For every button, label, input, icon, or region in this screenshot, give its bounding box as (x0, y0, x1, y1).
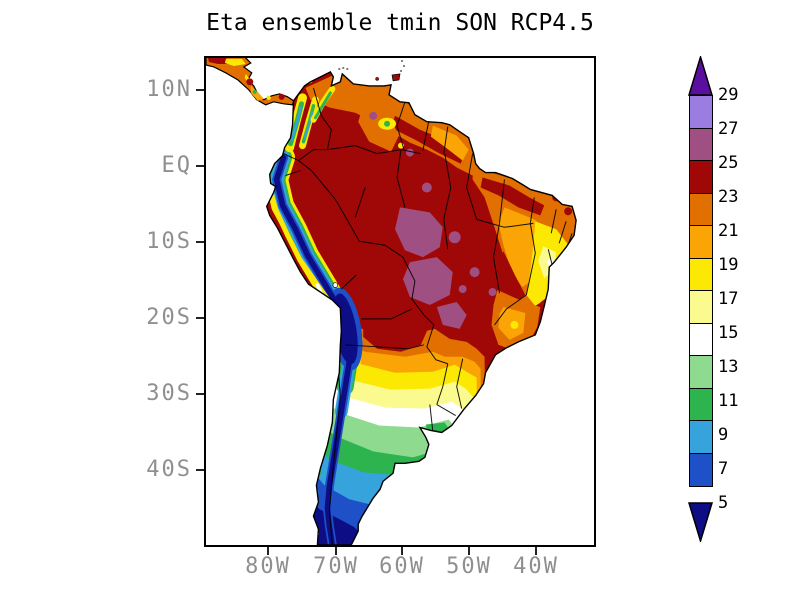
colorbar-tick-label: 29 (718, 85, 739, 105)
colorbar-arrow-below-min (688, 502, 713, 542)
lat-label-20s: 20S (146, 305, 192, 330)
colorbar-segment (689, 257, 713, 292)
lat-label-30s: 30S (146, 381, 192, 406)
colorbar-tick-label: 25 (718, 153, 739, 173)
lat-label-40s: 40S (146, 457, 192, 482)
lat-tick-40s (196, 469, 204, 471)
colorbar-segment (689, 322, 713, 357)
lat-tick-10s (196, 241, 204, 243)
colorbar-segment (689, 160, 713, 194)
colorbar-tick-label: 17 (718, 289, 739, 309)
lon-tick-80w (267, 547, 269, 555)
mauve-25-27-patches (369, 111, 497, 329)
lon-label-50w: 50W (446, 554, 492, 579)
lon-tick-40w (535, 547, 537, 555)
coastline (265, 71, 577, 545)
lat-tick-20s (196, 317, 204, 319)
lat-tick-30s (196, 393, 204, 395)
central-america (206, 58, 295, 106)
colorbar-segment (689, 95, 713, 129)
lat-label-eq: EQ (161, 153, 192, 178)
south-america-tmin-map (206, 58, 577, 545)
colorbar-tick-label: 23 (718, 187, 739, 207)
lat-label-10n: 10N (146, 77, 192, 102)
colorbar-tick-label: 11 (718, 391, 739, 411)
colorbar-tick-label: 15 (718, 323, 739, 343)
lon-label-70w: 70W (313, 554, 359, 579)
colorbar-tick-label: 21 (718, 221, 739, 241)
colorbar-segment (689, 420, 713, 454)
colorbar-arrow-above-max (688, 56, 713, 96)
lon-tick-50w (468, 547, 470, 555)
lon-tick-70w (335, 547, 337, 555)
lon-label-40w: 40W (513, 554, 559, 579)
political-borders (283, 87, 573, 545)
colombia-cordilleras (285, 85, 336, 153)
lat-tick-eq (196, 165, 204, 167)
colorbar-segment (689, 127, 713, 162)
lon-label-60w: 60W (379, 554, 425, 579)
figure-title: Eta ensemble tmin SON RCP4.5 (206, 10, 594, 36)
lat-tick-10n (196, 89, 204, 91)
colorbar-tick-label: 13 (718, 357, 739, 377)
colorbar-segment (689, 452, 713, 487)
colorbar-segment (689, 355, 713, 389)
colorbar-tick-label: 27 (718, 119, 739, 139)
colorbar-segment (689, 192, 713, 227)
colorbar-segment (689, 290, 713, 324)
colorbar-tick-label: 5 (718, 493, 729, 513)
caribbean-islands (338, 59, 406, 82)
colorbar (689, 95, 713, 487)
colorbar-tick-label: 19 (718, 255, 739, 275)
colorbar-segment (689, 387, 713, 422)
lat-label-10s: 10S (146, 229, 192, 254)
map-frame (204, 56, 596, 547)
colorbar-tick-label: 9 (718, 425, 729, 445)
lon-tick-60w (401, 547, 403, 555)
lon-label-80w: 80W (245, 554, 291, 579)
colorbar-tick-label: 7 (718, 459, 729, 479)
colorbar-segment (689, 225, 713, 259)
